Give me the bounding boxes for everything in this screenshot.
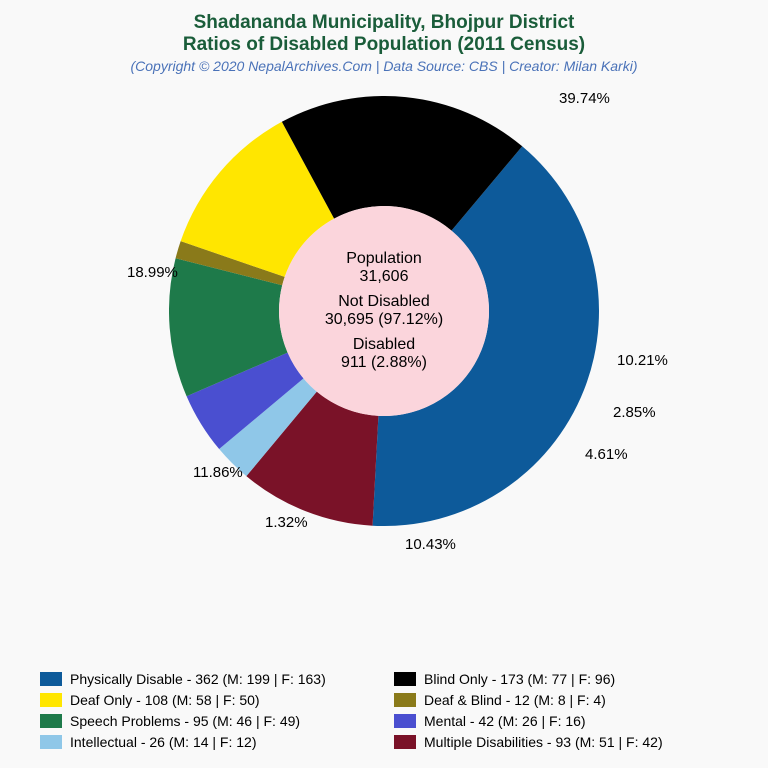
- legend-item: Deaf Only - 108 (M: 58 | F: 50): [40, 692, 374, 708]
- slice-label: 39.74%: [559, 90, 610, 107]
- title-block: Shadananda Municipality, Bhojpur Distric…: [0, 0, 768, 74]
- center-text-line: Not Disabled: [294, 293, 474, 311]
- legend-swatch: [40, 693, 62, 707]
- legend-item: Blind Only - 173 (M: 77 | F: 96): [394, 671, 728, 687]
- legend-item: Deaf & Blind - 12 (M: 8 | F: 4): [394, 692, 728, 708]
- legend-swatch: [394, 714, 416, 728]
- legend-swatch: [40, 714, 62, 728]
- legend-swatch: [394, 672, 416, 686]
- center-text-group: Population31,606: [294, 250, 474, 286]
- legend-label: Mental - 42 (M: 26 | F: 16): [424, 713, 586, 729]
- legend-item: Multiple Disabilities - 93 (M: 51 | F: 4…: [394, 734, 728, 750]
- legend-item: Intellectual - 26 (M: 14 | F: 12): [40, 734, 374, 750]
- donut-center-label: Population31,606 Not Disabled30,695 (97.1…: [294, 243, 474, 379]
- legend-swatch: [40, 672, 62, 686]
- center-text-line: Population: [294, 250, 474, 268]
- legend-item: Physically Disable - 362 (M: 199 | F: 16…: [40, 671, 374, 687]
- center-text-line: 31,606: [294, 268, 474, 286]
- title-line-2: Ratios of Disabled Population (2011 Cens…: [0, 34, 768, 56]
- center-text-line: 30,695 (97.12%): [294, 311, 474, 329]
- slice-label: 10.43%: [405, 536, 456, 553]
- slice-label: 2.85%: [613, 404, 656, 421]
- donut-container: Population31,606 Not Disabled30,695 (97.1…: [169, 96, 599, 526]
- legend-swatch: [40, 735, 62, 749]
- center-text-group: Disabled911 (2.88%): [294, 336, 474, 372]
- legend-label: Blind Only - 173 (M: 77 | F: 96): [424, 671, 615, 687]
- legend-swatch: [394, 735, 416, 749]
- legend-item: Speech Problems - 95 (M: 46 | F: 49): [40, 713, 374, 729]
- legend: Physically Disable - 362 (M: 199 | F: 16…: [40, 671, 728, 750]
- legend-label: Physically Disable - 362 (M: 199 | F: 16…: [70, 671, 326, 687]
- legend-item: Mental - 42 (M: 26 | F: 16): [394, 713, 728, 729]
- center-text-group: Not Disabled30,695 (97.12%): [294, 293, 474, 329]
- legend-label: Speech Problems - 95 (M: 46 | F: 49): [70, 713, 300, 729]
- legend-label: Intellectual - 26 (M: 14 | F: 12): [70, 734, 257, 750]
- legend-swatch: [394, 693, 416, 707]
- center-text-line: 911 (2.88%): [294, 354, 474, 372]
- center-text-line: Disabled: [294, 336, 474, 354]
- legend-label: Multiple Disabilities - 93 (M: 51 | F: 4…: [424, 734, 663, 750]
- slice-label: 18.99%: [127, 264, 178, 281]
- legend-label: Deaf Only - 108 (M: 58 | F: 50): [70, 692, 260, 708]
- title-line-1: Shadananda Municipality, Bhojpur Distric…: [0, 12, 768, 34]
- legend-label: Deaf & Blind - 12 (M: 8 | F: 4): [424, 692, 606, 708]
- slice-label: 10.21%: [617, 352, 668, 369]
- title-attribution: (Copyright © 2020 NepalArchives.Com | Da…: [0, 58, 768, 74]
- donut-chart: Population31,606 Not Disabled30,695 (97.1…: [169, 96, 599, 526]
- slice-label: 4.61%: [585, 446, 628, 463]
- slice-label: 11.86%: [193, 464, 243, 481]
- slice-label: 1.32%: [265, 514, 308, 531]
